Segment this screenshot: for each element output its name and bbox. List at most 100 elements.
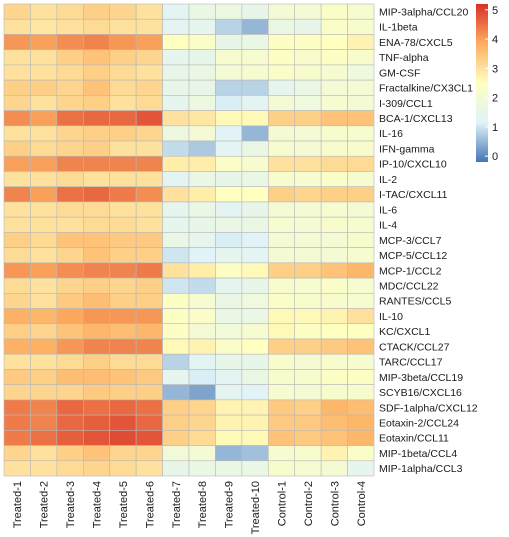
- heatmap-cell: [109, 186, 137, 203]
- heatmap-cell: [241, 155, 269, 172]
- heatmap-cell: [82, 338, 111, 355]
- heatmap-cell: [135, 308, 163, 325]
- heatmap-cell: [267, 216, 296, 233]
- heatmap-cell: [3, 414, 31, 431]
- column-label: Control-4: [356, 481, 368, 526]
- heatmap-cell: [188, 262, 216, 279]
- row-label: IP-10/CXCL10: [379, 159, 447, 171]
- heatmap-cell: [241, 201, 269, 218]
- heatmap-cell: [135, 292, 163, 309]
- heatmap-cell: [241, 460, 269, 477]
- heatmap-cell: [241, 308, 269, 325]
- heatmap-cell: [347, 292, 375, 309]
- heatmap-cell: [109, 338, 137, 355]
- heatmap-cell: [188, 64, 216, 81]
- heatmap-cell: [320, 247, 348, 264]
- heatmap-cell: [267, 49, 296, 66]
- heatmap-cell: [320, 216, 348, 233]
- heatmap-cell: [215, 79, 243, 96]
- heatmap-cell: [347, 414, 375, 431]
- row-label: MIP-3beta/CCL19: [379, 372, 463, 384]
- heatmap-cell: [267, 384, 296, 401]
- column-label: Control-2: [303, 481, 315, 526]
- heatmap-cell: [267, 79, 296, 96]
- heatmap-cell: [267, 369, 296, 385]
- heatmap-cell: [135, 338, 163, 355]
- heatmap-cell: [320, 430, 348, 446]
- heatmap-cell: [162, 353, 190, 370]
- heatmap-cell: [267, 64, 296, 81]
- heatmap-cell: [162, 338, 190, 355]
- heatmap-cell: [294, 338, 322, 355]
- heatmap-cell: [241, 79, 269, 96]
- heatmap-cell: [347, 445, 375, 462]
- heatmap-cell: [109, 247, 137, 264]
- heatmap-cell: [135, 125, 163, 142]
- heatmap-cell: [30, 399, 58, 416]
- heatmap-cell: [162, 95, 190, 111]
- row-label: Fractalkine/CX3CL1: [379, 83, 473, 95]
- heatmap-cell: [267, 338, 296, 355]
- heatmap-cell: [294, 186, 322, 203]
- heatmap-cell: [135, 399, 163, 416]
- heatmap-cell: [188, 247, 216, 264]
- heatmap-cell: [294, 247, 322, 264]
- heatmap-cell: [162, 277, 190, 294]
- heatmap-cell: [82, 216, 111, 233]
- heatmap-cell: [135, 414, 163, 431]
- heatmap-cell: [188, 232, 216, 248]
- heatmap-cell: [56, 399, 84, 416]
- heatmap-cell: [267, 445, 296, 462]
- heatmap-cell: [267, 125, 296, 142]
- row-label: IL-10: [379, 311, 403, 323]
- heatmap-cell: [30, 353, 58, 370]
- column-label: Treated-6: [144, 481, 156, 528]
- heatmap-cell: [188, 140, 216, 157]
- heatmap-cell: [82, 308, 111, 325]
- heatmap-cell: [56, 277, 84, 294]
- heatmap-cell: [3, 430, 31, 446]
- heatmap-cell: [3, 201, 31, 218]
- heatmap-cell: [320, 64, 348, 81]
- row-label: I-TAC/CXCL11: [379, 189, 448, 201]
- heatmap-cell: [294, 18, 322, 35]
- heatmap-cell: [215, 292, 243, 309]
- heatmap-cell: [56, 64, 84, 81]
- heatmap-cell: [294, 445, 322, 462]
- heatmap-cell: [241, 110, 269, 127]
- heatmap-cell: [82, 414, 111, 431]
- heatmap-cell: [215, 308, 243, 325]
- heatmap-cell: [267, 247, 296, 264]
- heatmap-cell: [267, 186, 296, 203]
- heatmap-cell: [3, 3, 31, 20]
- heatmap-cell: [347, 353, 375, 370]
- heatmap-cell: [267, 95, 296, 111]
- heatmap-cell: [320, 49, 348, 66]
- heatmap-cell: [135, 277, 163, 294]
- heatmap-cell: [320, 171, 348, 188]
- heatmap-cell: [241, 140, 269, 157]
- heatmap-cell: [56, 414, 84, 431]
- heatmap-cell: [347, 460, 375, 477]
- heatmap-cell: [30, 262, 58, 279]
- row-label: MDC/CCL22: [379, 280, 439, 292]
- heatmap-cell: [3, 125, 31, 142]
- heatmap-cell: [241, 64, 269, 81]
- heatmap-cell: [347, 262, 375, 279]
- heatmap-cell: [162, 414, 190, 431]
- heatmap-cell: [215, 277, 243, 294]
- heatmap-cell: [109, 49, 137, 66]
- heatmap-cell: [215, 323, 243, 340]
- heatmap-cell: [3, 140, 31, 157]
- row-label: ENA-78/CXCL5: [379, 37, 453, 49]
- row-label: I-309/CCL1: [379, 98, 433, 110]
- heatmap-cell: [267, 3, 296, 20]
- heatmap-cell: [109, 460, 137, 477]
- heatmap-cell: [109, 216, 137, 233]
- heatmap-cell: [109, 369, 137, 385]
- heatmap-cell: [347, 338, 375, 355]
- column-label: Control-1: [277, 481, 289, 526]
- heatmap-cell: [267, 308, 296, 325]
- heatmap-cell: [30, 125, 58, 142]
